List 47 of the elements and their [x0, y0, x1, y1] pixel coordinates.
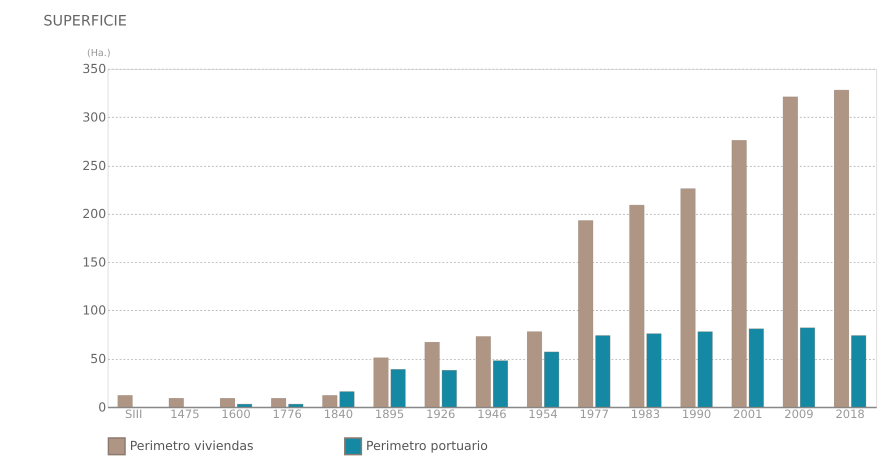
x-tick-label: 1600 — [221, 407, 251, 422]
x-tick-label: 1840 — [324, 407, 354, 422]
x-tick-label: SIII — [124, 407, 142, 422]
bar — [834, 90, 850, 408]
x-tick-label: 1983 — [630, 407, 660, 422]
x-tick-label: 1946 — [477, 407, 507, 422]
bar — [322, 395, 338, 408]
y-tick-label: 50 — [90, 351, 106, 366]
y-tick-label: 350 — [82, 61, 106, 76]
x-tick-label: 2009 — [784, 407, 814, 422]
y-tick-label: 0 — [98, 399, 106, 414]
y-tick-label: 200 — [82, 206, 106, 222]
bar — [220, 398, 235, 408]
x-tick-label: 1954 — [528, 407, 558, 422]
x-tick-label: 1990 — [682, 407, 712, 422]
bar — [390, 369, 406, 408]
bar — [782, 96, 798, 408]
y-tick-label: 150 — [82, 254, 106, 270]
bar — [544, 352, 560, 408]
bar — [646, 333, 662, 408]
y-axis-title: (Ha.) — [86, 48, 111, 59]
bar — [476, 336, 491, 408]
bar — [492, 360, 508, 408]
x-tick-label: 1977 — [580, 407, 609, 422]
x-tick-label: 1475 — [170, 407, 200, 422]
bar — [698, 331, 713, 408]
legend-label: Perimetro viviendas — [130, 438, 254, 454]
bar — [800, 328, 816, 408]
bar — [851, 335, 866, 408]
bar — [339, 391, 354, 408]
x-tick-label: 1895 — [374, 407, 404, 422]
chart-title: SUPERFICIE — [43, 14, 127, 30]
y-tick-label: 250 — [82, 158, 106, 173]
bar — [629, 204, 644, 408]
x-tick-label: 2018 — [835, 407, 865, 422]
y-tick-label: 100 — [82, 302, 106, 318]
x-tick-label: 1926 — [426, 407, 456, 422]
bar — [373, 357, 389, 408]
x-tick-label: 1776 — [272, 407, 302, 422]
bar — [168, 398, 184, 408]
bar — [237, 404, 252, 408]
x-tick-label: 2001 — [733, 407, 762, 422]
bar — [526, 331, 542, 408]
y-tick-label: 300 — [82, 109, 106, 124]
bar — [118, 395, 133, 408]
bar — [680, 188, 696, 408]
legend-label: Perimetro portuario — [366, 438, 488, 454]
